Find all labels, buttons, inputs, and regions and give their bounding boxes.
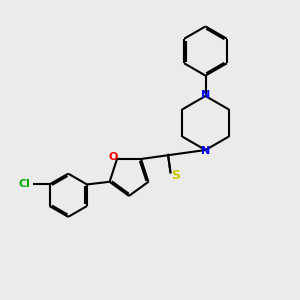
- Text: Cl: Cl: [19, 179, 31, 189]
- Text: O: O: [109, 152, 118, 163]
- Text: N: N: [202, 146, 211, 156]
- Text: S: S: [172, 169, 181, 182]
- Text: N: N: [202, 90, 211, 100]
